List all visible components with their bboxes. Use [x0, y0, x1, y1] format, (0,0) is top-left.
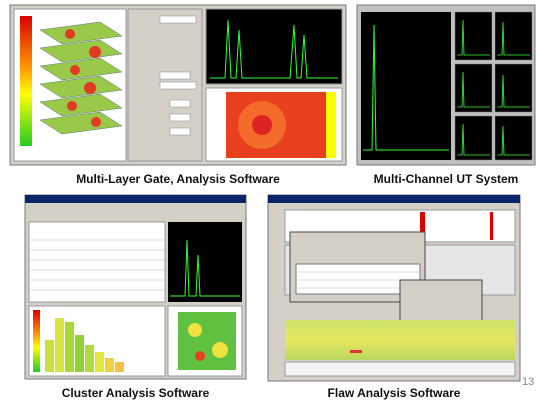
- screenshot-cluster: [24, 194, 247, 380]
- caption: Multi-Channel UT System: [373, 172, 519, 186]
- caption: Multi-Layer Gate, Analysis Software: [76, 172, 280, 186]
- screenshot-multichannel: [356, 4, 536, 166]
- screenshot-multilayer: [9, 4, 347, 166]
- caption: Flaw Analysis Software: [327, 386, 461, 400]
- histogram-art: [33, 310, 124, 372]
- page-number: 13: [522, 376, 535, 388]
- caption: Cluster Analysis Software: [61, 386, 210, 400]
- screenshot-flaw: [267, 194, 521, 382]
